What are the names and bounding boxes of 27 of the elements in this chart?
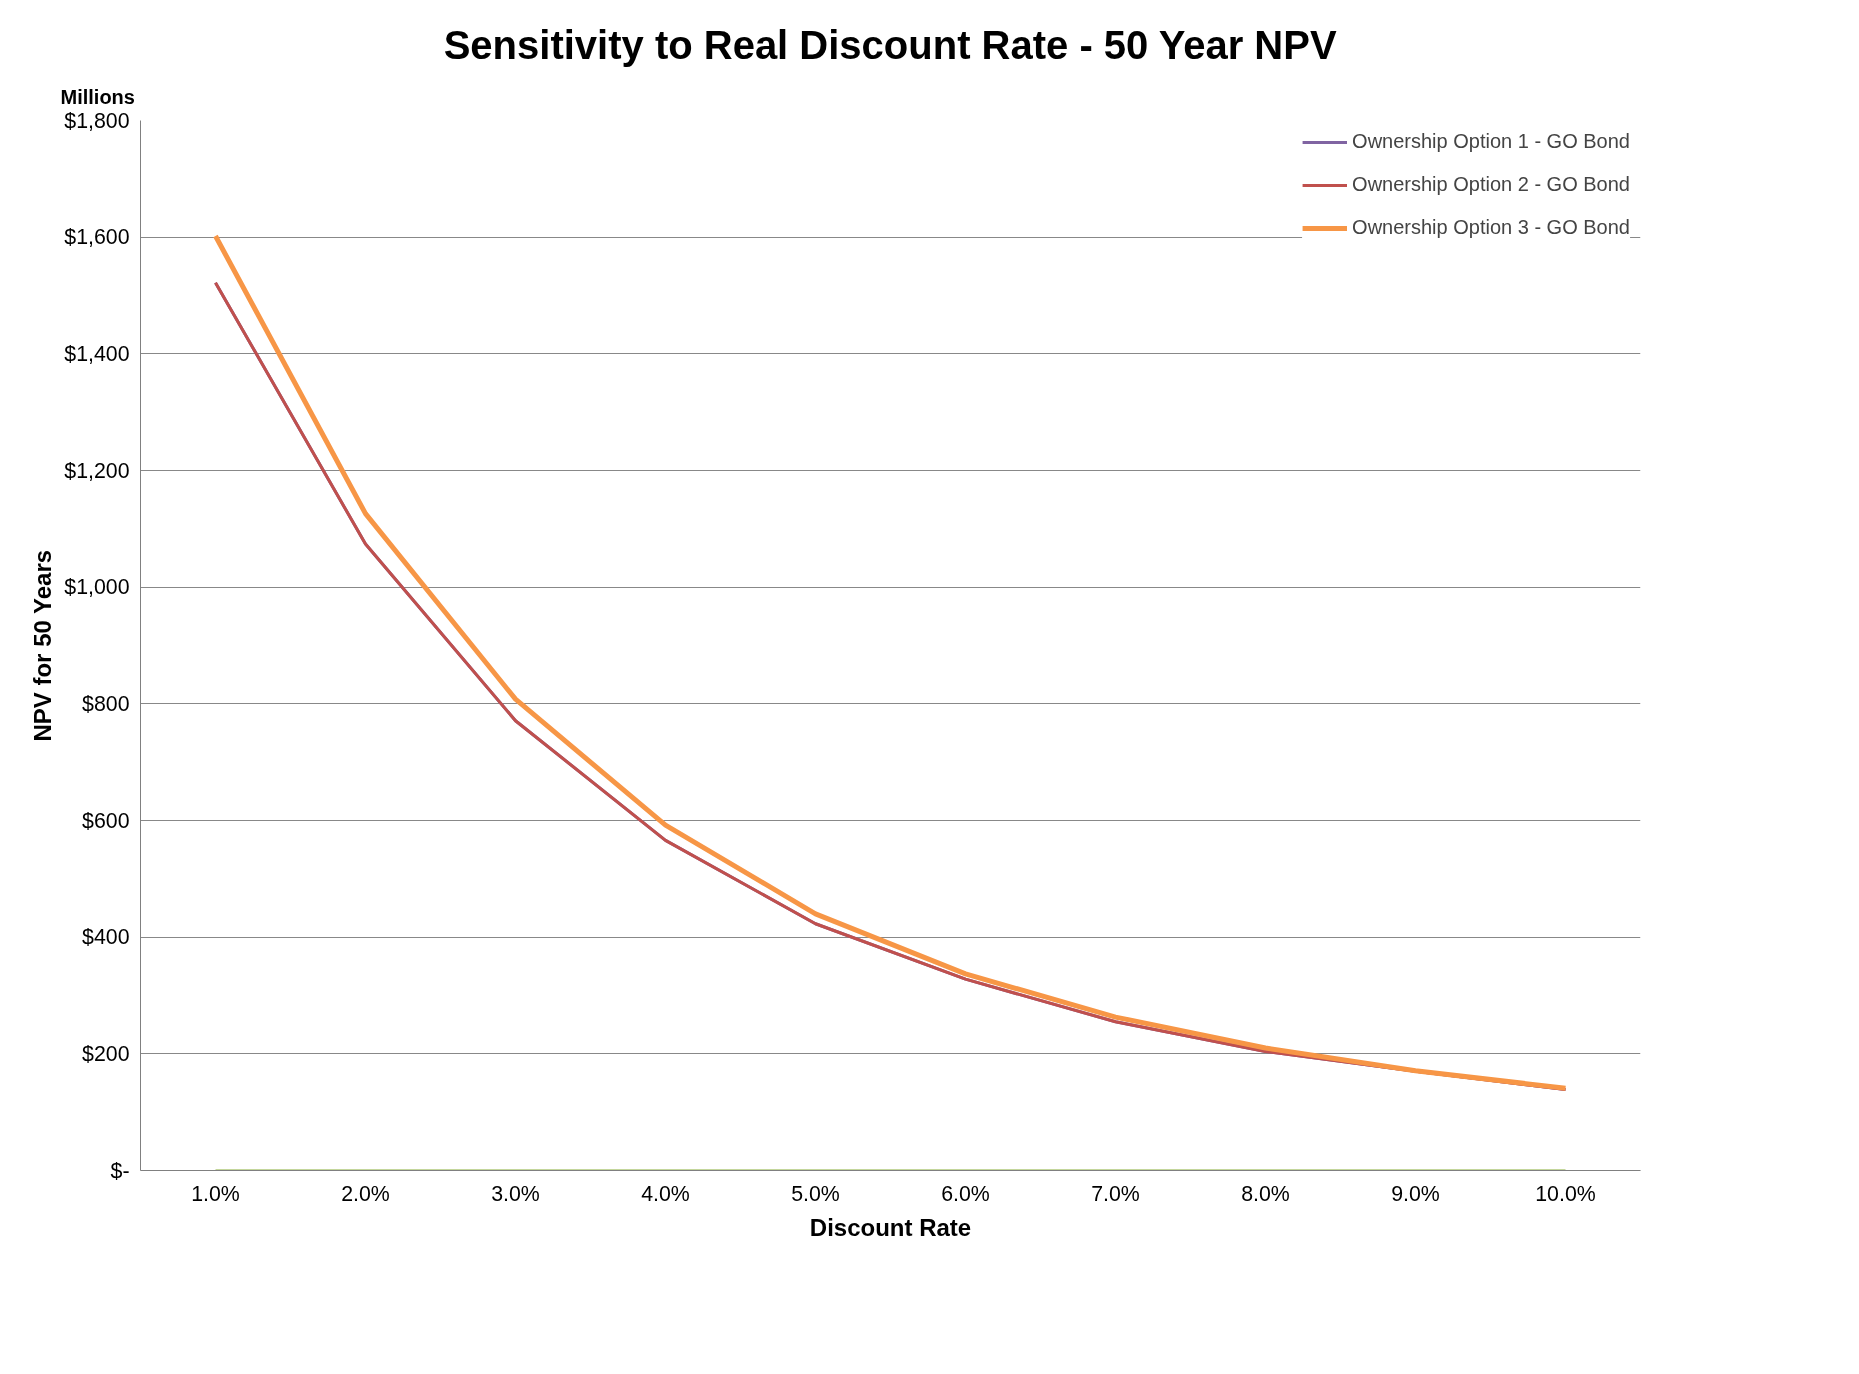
- legend-label: Ownership Option 3 - GO Bond: [1352, 216, 1630, 239]
- x-axis-title: Discount Rate: [809, 1213, 972, 1241]
- x-tick-label: 7.0%: [1091, 1181, 1140, 1206]
- text: Millions: [60, 86, 135, 108]
- legend-label: Ownership Option 2 - GO Bond: [1352, 173, 1630, 196]
- x-tick-label: 3.0%: [491, 1181, 540, 1206]
- y-tick-label: $200: [82, 1041, 130, 1066]
- y-tick-label: $400: [82, 925, 130, 950]
- y-tick-label: $1,200: [64, 458, 130, 483]
- y-tick-label: $1,600: [64, 225, 130, 250]
- y-tick-label: $600: [82, 808, 130, 833]
- y-tick-label: $1,400: [64, 341, 130, 366]
- x-tick-label: 6.0%: [941, 1181, 990, 1206]
- x-tick-label: 1.0%: [191, 1181, 240, 1206]
- y-tick-label: $-: [110, 1158, 130, 1183]
- x-tick-label: 10.0%: [1535, 1181, 1596, 1206]
- y-axis-title: NPV for 50 Years: [29, 549, 57, 742]
- x-tick-label: 8.0%: [1241, 1181, 1290, 1206]
- chart-title: Sensitivity to Real Discount Rate - 50 Year NPV: [443, 22, 1337, 67]
- x-tick-label: 2.0%: [341, 1181, 390, 1206]
- x-tick-label: 9.0%: [1391, 1181, 1440, 1206]
- y-tick-label: $1,000: [64, 575, 130, 600]
- x-tick-label: 4.0%: [641, 1181, 690, 1206]
- legend-label: Ownership Option 1 - GO Bond: [1352, 130, 1630, 153]
- x-tick-label: 5.0%: [791, 1181, 840, 1206]
- y-tick-label: $800: [82, 691, 130, 716]
- y-tick-label: $1,800: [64, 108, 130, 133]
